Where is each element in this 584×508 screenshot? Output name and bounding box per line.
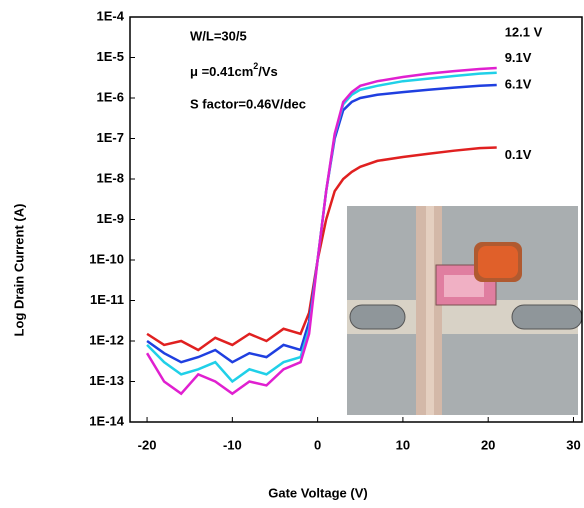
annotation: 2 <box>253 61 258 71</box>
y-tick-label: 1E-5 <box>97 49 124 64</box>
inset-photo <box>347 206 583 415</box>
x-tick-label: 10 <box>396 437 410 452</box>
data-line <box>145 66 497 396</box>
x-tick-label: 30 <box>566 437 580 452</box>
annotation: S factor=0.46V/dec <box>190 96 306 111</box>
x-tick-label: 0 <box>314 437 321 452</box>
series-label: 9.1V <box>505 50 532 65</box>
y-tick-label: 1E-7 <box>97 130 124 145</box>
series-label: 12.1 V <box>505 24 543 39</box>
annotation: μ =0.41cm <box>190 64 253 79</box>
x-axis-label: Gate Voltage (V) <box>268 485 367 500</box>
series-label: 0.1V <box>505 147 532 162</box>
y-tick-label: 1E-12 <box>89 332 124 347</box>
y-axis-label: Log Drain Current (A) <box>11 204 26 337</box>
y-tick-label: 1E-9 <box>97 211 124 226</box>
y-tick-label: 1E-10 <box>89 251 124 266</box>
y-tick-label: 1E-4 <box>97 8 125 23</box>
y-tick-label: 1E-6 <box>97 89 124 104</box>
annotation: W/L=30/5 <box>190 28 247 43</box>
y-tick-label: 1E-14 <box>89 413 124 428</box>
x-tick-label: -20 <box>138 437 157 452</box>
annotation: μ =0.41cm2/Vs <box>190 61 278 79</box>
y-tick-label: 1E-11 <box>90 292 124 307</box>
y-tick-label: 1E-13 <box>89 373 124 388</box>
annotation: /Vs <box>258 64 278 79</box>
y-tick-label: 1E-8 <box>97 170 124 185</box>
series-label: 6.1V <box>505 76 532 91</box>
x-tick-label: -10 <box>223 437 242 452</box>
x-tick-label: 20 <box>481 437 495 452</box>
